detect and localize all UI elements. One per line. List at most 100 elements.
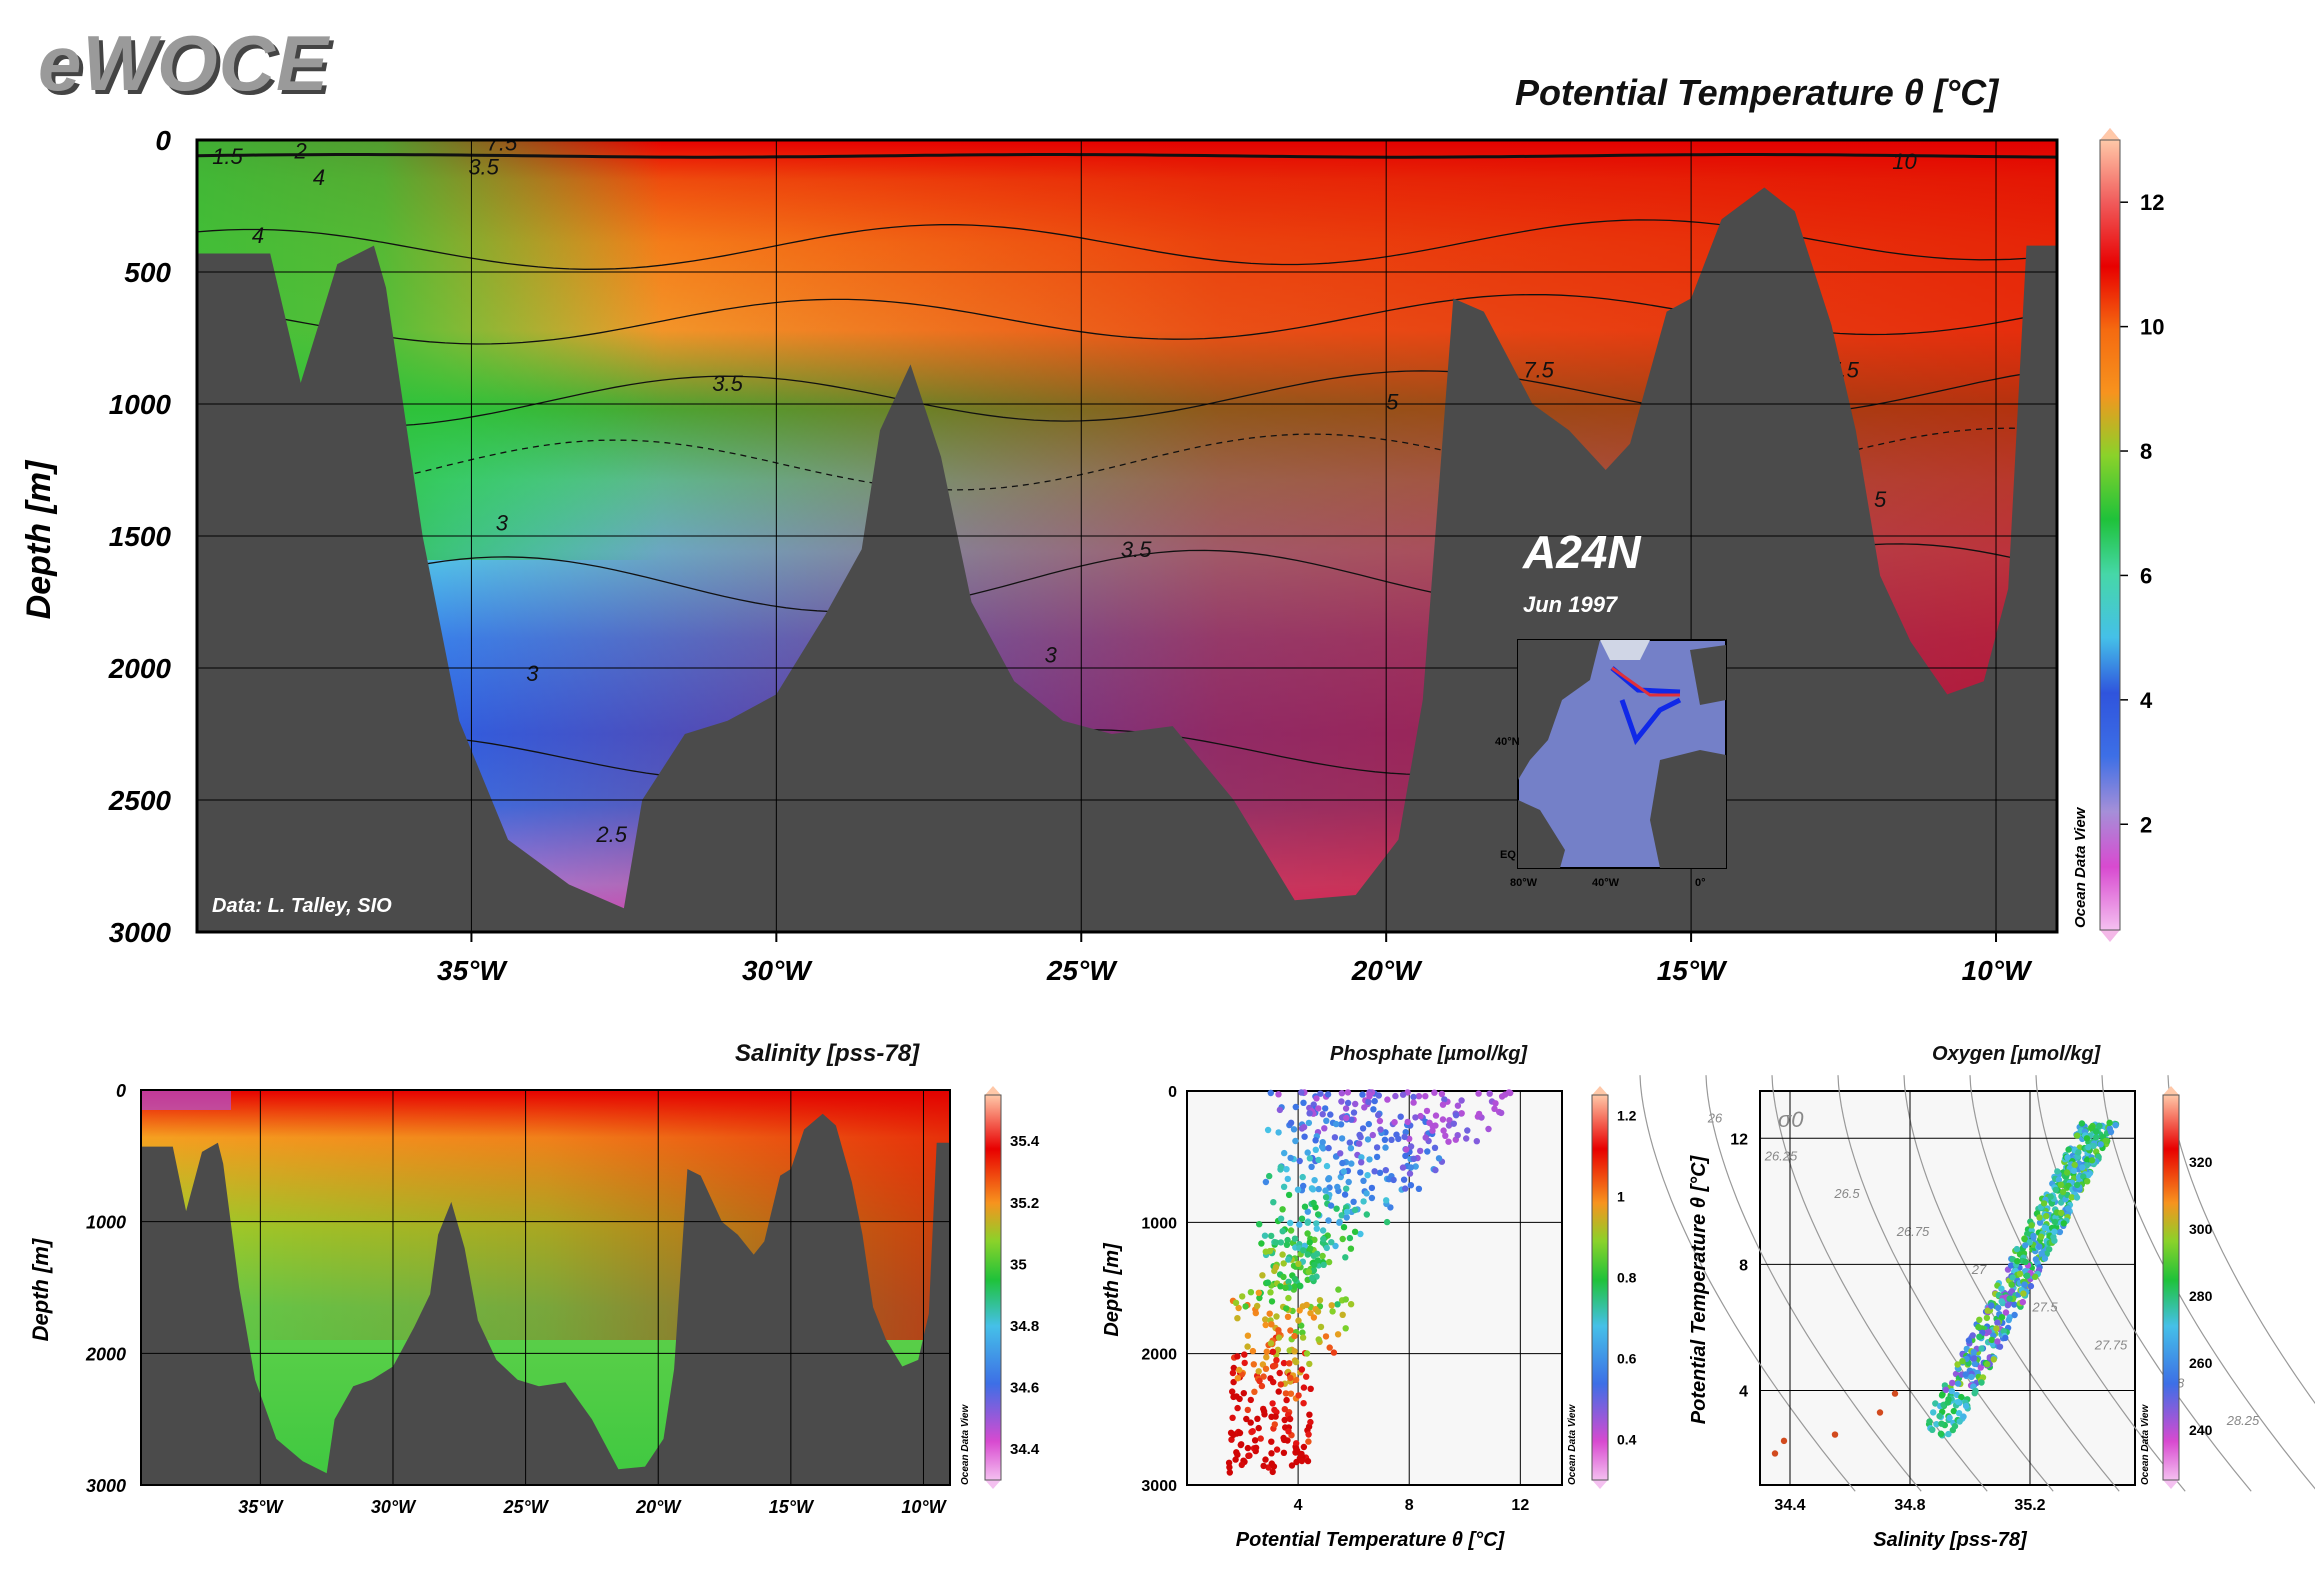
phosphate-point xyxy=(1254,1302,1261,1310)
oxygen-point xyxy=(2059,1188,2067,1196)
phosphate-point xyxy=(1268,1232,1275,1240)
phosphate-point xyxy=(1303,1301,1310,1309)
phosphate-point xyxy=(1407,1164,1415,1171)
oxygen-point xyxy=(1984,1361,1991,1368)
phosphate-point xyxy=(1313,1095,1320,1102)
phosphate-point xyxy=(1281,1149,1288,1157)
phosphate-point xyxy=(1410,1155,1417,1163)
phosphate-point xyxy=(1266,1310,1273,1317)
phosphate-point xyxy=(1329,1308,1336,1315)
phosphate-point xyxy=(1320,1235,1327,1243)
phosphate-point xyxy=(1243,1415,1250,1423)
phosphate-point xyxy=(1252,1444,1260,1452)
salinity-grid xyxy=(141,1090,950,1485)
phosphate-point xyxy=(1307,1245,1314,1252)
phosphate-point xyxy=(1287,1227,1295,1234)
phosphate-point xyxy=(1280,1359,1288,1367)
phosphate-point xyxy=(1311,1177,1318,1184)
phosphate-point xyxy=(1256,1294,1263,1302)
phosphate-point xyxy=(1392,1092,1399,1100)
phosphate-point xyxy=(1346,1234,1354,1242)
phos-x-tick-label: 8 xyxy=(1405,1497,1414,1514)
phosphate-point xyxy=(1304,1208,1312,1215)
phosphate-point xyxy=(1295,1392,1302,1399)
isoline-label: 26.75 xyxy=(1896,1224,1930,1239)
oxygen-point xyxy=(2055,1176,2063,1184)
phosphate-point xyxy=(1291,1235,1299,1242)
phosphate-point xyxy=(1328,1302,1335,1309)
phosphate-point xyxy=(1415,1093,1423,1100)
phosphate-point xyxy=(1342,1296,1350,1303)
phosphate-point xyxy=(1319,1227,1327,1234)
phosphate-point xyxy=(1417,1147,1424,1155)
oxygen-point xyxy=(2073,1132,2081,1139)
inset-africa xyxy=(1650,750,1726,868)
phosphate-point xyxy=(1423,1107,1431,1115)
phosphate-point xyxy=(1300,1099,1307,1107)
phosphate-point xyxy=(1226,1464,1233,1471)
phosphate-point xyxy=(1268,1298,1276,1305)
phosphate-point xyxy=(1280,1260,1287,1267)
salinity-title: Salinity [pss-78] xyxy=(735,1040,920,1067)
inset-lon-80w: 80°W xyxy=(1510,877,1538,889)
ts-cb-tick-label: 280 xyxy=(2189,1288,2213,1304)
phosphate-point xyxy=(1305,1431,1312,1438)
phosphate-point xyxy=(1272,1239,1280,1246)
phosphate-point xyxy=(1381,1136,1389,1144)
phosphate-point xyxy=(1291,1332,1298,1340)
phosphate-point xyxy=(1235,1304,1242,1312)
phosphate-point xyxy=(1287,1374,1294,1382)
phosphate-point xyxy=(1340,1168,1348,1175)
phosphate-point xyxy=(1357,1169,1364,1176)
contour-label-15: 2 xyxy=(294,138,307,163)
phosphate-point xyxy=(1299,1173,1306,1181)
phosphate-point xyxy=(1250,1361,1258,1368)
colorbar-tick-label: 4 xyxy=(2140,688,2153,713)
phosphate-point xyxy=(1350,1198,1357,1206)
phosphate-point xyxy=(1266,1247,1274,1255)
x-tick-label: 20°W xyxy=(1351,955,1423,986)
phosphate-point xyxy=(1431,1089,1438,1096)
phosphate-point xyxy=(1464,1127,1471,1134)
phosphate-point xyxy=(1312,1146,1320,1154)
phosphate-point xyxy=(1275,1091,1282,1098)
oxygen-point xyxy=(2083,1135,2091,1142)
inset-lat-40n: 40°N xyxy=(1495,736,1520,748)
phosphate-point xyxy=(1311,1261,1318,1269)
phosphate-point xyxy=(1422,1134,1429,1141)
contour-label-4: 5 xyxy=(1386,389,1399,414)
phosphate-point xyxy=(1260,1408,1268,1415)
phosphate-point xyxy=(1277,1283,1284,1290)
sal-y-tick-label: 0 xyxy=(116,1081,126,1101)
phosphate-point xyxy=(1229,1369,1237,1377)
oxygen-point-fresh xyxy=(1780,1437,1788,1445)
oxygen-point xyxy=(2026,1239,2033,1246)
sal-cb-tick-label: 35.4 xyxy=(1010,1133,1040,1150)
phosphate-point xyxy=(1376,1117,1384,1125)
phosphate-point xyxy=(1267,1340,1275,1347)
oxygen-point xyxy=(2107,1128,2115,1136)
phosphate-point xyxy=(1365,1098,1372,1106)
phosphate-point xyxy=(1359,1091,1366,1098)
phosphate-point xyxy=(1382,1167,1390,1174)
salinity-depth-label: Depth [m] xyxy=(28,1238,53,1341)
inset-track-red xyxy=(1611,666,1680,697)
oxygen-point xyxy=(2057,1199,2065,1206)
phosphate-point xyxy=(1365,1120,1373,1128)
phosphate-point xyxy=(1439,1116,1447,1123)
phosphate-point xyxy=(1273,1446,1281,1453)
phosphate-point xyxy=(1306,1411,1313,1418)
oxygen-point xyxy=(2037,1233,2045,1240)
phosphate-point xyxy=(1322,1194,1330,1201)
oxygen-point xyxy=(2078,1120,2086,1127)
isoline-27.5 xyxy=(1969,1075,2186,1492)
contour-10 xyxy=(197,153,2057,159)
oxygen-point xyxy=(2074,1181,2081,1189)
phosphate-point xyxy=(1307,1385,1314,1393)
oxygen-point xyxy=(1998,1314,2006,1321)
oxygen-point xyxy=(1965,1337,1973,1344)
oxygen-point xyxy=(1969,1332,1976,1339)
y-tick-label: 2500 xyxy=(108,785,172,816)
sal-x-tick-label: 35°W xyxy=(238,1497,284,1517)
phosphate-point xyxy=(1450,1120,1458,1127)
